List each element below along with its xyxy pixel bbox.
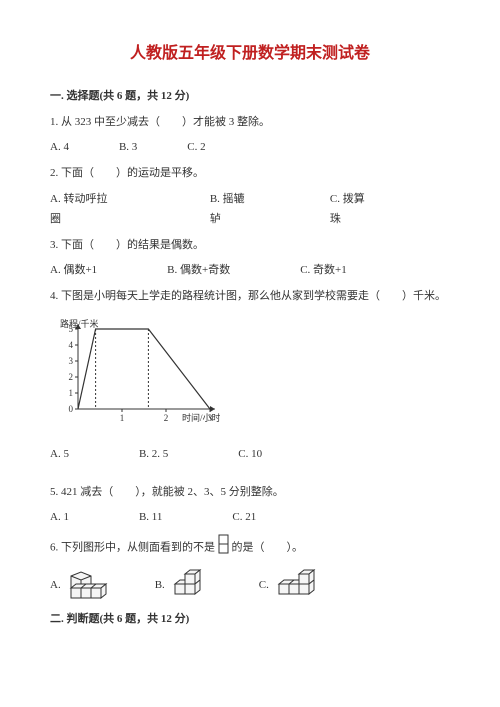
q3-opt-c: C. 奇数+1 bbox=[300, 261, 347, 281]
q2-opt-b: B. 摇辘轳 bbox=[210, 190, 250, 230]
q5-opt-c: C. 21 bbox=[232, 508, 256, 528]
vertical-2cell-icon bbox=[218, 534, 229, 554]
svg-text:路程/千米: 路程/千米 bbox=[60, 318, 99, 329]
q4-opt-c: C. 10 bbox=[238, 445, 262, 465]
svg-text:2: 2 bbox=[164, 413, 169, 423]
q5-opt-b: B. 11 bbox=[139, 508, 162, 528]
q6-opt-b: B. bbox=[155, 568, 219, 604]
q1-options: A. 4 B. 3 C. 2 bbox=[50, 138, 450, 158]
q6-opt-b-label: B. bbox=[155, 576, 165, 596]
svg-text:3: 3 bbox=[69, 356, 74, 366]
q6-opt-c-label: C. bbox=[259, 576, 269, 596]
q3-text: 3. 下面（ ）的结果是偶数。 bbox=[50, 236, 450, 256]
q6-text: 6. 下列图形中，从侧面看到的不是 的是（ ）。 bbox=[50, 534, 450, 562]
q2-opt-c: C. 拨算珠 bbox=[330, 190, 370, 230]
q1-text: 1. 从 323 中至少减去（ ）才能被 3 整除。 bbox=[50, 113, 450, 133]
q3-opt-b: B. 偶数+奇数 bbox=[167, 261, 230, 281]
q1-opt-c: C. 2 bbox=[187, 138, 205, 158]
svg-text:4: 4 bbox=[69, 340, 74, 350]
q5-options: A. 1 B. 11 C. 21 bbox=[50, 508, 450, 528]
q6-opt-c: C. bbox=[259, 568, 327, 604]
svg-text:时间/小时: 时间/小时 bbox=[182, 412, 220, 423]
q1-opt-b: B. 3 bbox=[119, 138, 137, 158]
line-chart-svg: 012345123路程/千米时间/小时 bbox=[50, 317, 220, 427]
section-1-header: 一. 选择题(共 6 题，共 12 分) bbox=[50, 87, 450, 107]
q4-text: 4. 下图是小明每天上学走的路程统计图，那么他从家到学校需要走（ ）千米。 bbox=[50, 287, 450, 307]
q4-chart: 012345123路程/千米时间/小时 bbox=[50, 317, 450, 435]
q6-inline-shape bbox=[218, 534, 229, 562]
q2-options: A. 转动呼拉圈 B. 摇辘轳 C. 拨算珠 bbox=[50, 190, 450, 230]
q6-options: A. B. bbox=[50, 568, 450, 604]
q6-text-after: 的是（ ）。 bbox=[232, 542, 304, 554]
svg-text:2: 2 bbox=[69, 372, 74, 382]
cube-shape-a bbox=[67, 568, 115, 604]
q4-options: A. 5 B. 2. 5 C. 10 bbox=[50, 445, 450, 465]
q3-opt-a: A. 偶数+1 bbox=[50, 261, 97, 281]
cube-shape-b bbox=[171, 568, 219, 604]
q2-text: 2. 下面（ ）的运动是平移。 bbox=[50, 164, 450, 184]
q6-opt-a: A. bbox=[50, 568, 115, 604]
exam-title: 人教版五年级下册数学期末测试卷 bbox=[50, 40, 450, 69]
q4-opt-a: A. 5 bbox=[50, 445, 69, 465]
svg-text:0: 0 bbox=[69, 404, 74, 414]
q3-options: A. 偶数+1 B. 偶数+奇数 C. 奇数+1 bbox=[50, 261, 450, 281]
svg-text:1: 1 bbox=[120, 413, 125, 423]
q2-opt-a: A. 转动呼拉圈 bbox=[50, 190, 110, 230]
section-2-header: 二. 判断题(共 6 题，共 12 分) bbox=[50, 610, 450, 630]
q5-opt-a: A. 1 bbox=[50, 508, 69, 528]
q6-opt-a-label: A. bbox=[50, 576, 61, 596]
svg-text:1: 1 bbox=[69, 388, 74, 398]
cube-shape-c bbox=[275, 568, 327, 604]
q1-opt-a: A. 4 bbox=[50, 138, 69, 158]
q5-text: 5. 421 减去（ ），就能被 2、3、5 分别整除。 bbox=[50, 483, 450, 503]
q4-opt-b: B. 2. 5 bbox=[139, 445, 168, 465]
q6-text-before: 6. 下列图形中，从侧面看到的不是 bbox=[50, 542, 215, 554]
